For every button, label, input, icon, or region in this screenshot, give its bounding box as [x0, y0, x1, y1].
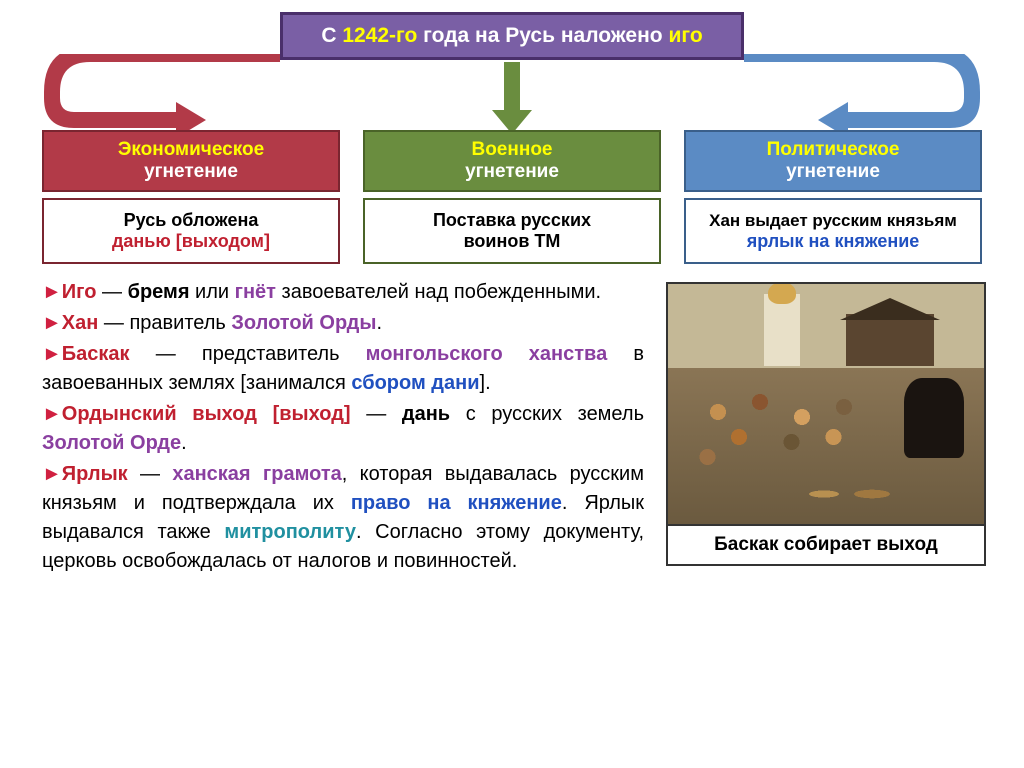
ch2-l2: угнетение: [465, 161, 559, 183]
def-2-part-4: сбором дани: [351, 372, 479, 394]
ch2-l1: Военное: [471, 139, 552, 161]
ch1-l2: угнетение: [144, 161, 238, 183]
def-0: ►Иго — бремя или гнёт завоевателей над п…: [42, 278, 644, 307]
banner-t4: иго: [668, 24, 702, 47]
def-2-part-2: монгольского ханства: [366, 343, 608, 365]
def-4-part-2: ханская грамота: [172, 463, 341, 485]
arrows-svg: [0, 54, 1024, 134]
def-4-part-6: митрополиту: [224, 521, 356, 543]
def-2-part-0: Баскак: [62, 343, 130, 365]
cb3-t1: Хан выдает русским князьям: [709, 211, 957, 231]
bullet-icon: ►: [42, 312, 62, 334]
col-head-economic: Экономическое угнетение: [42, 130, 340, 192]
arrow-mid: [492, 62, 532, 134]
arrow-left: [44, 54, 280, 134]
figure-block: Баскак собирает выход: [666, 282, 986, 566]
def-0-part-0: Иго: [62, 281, 97, 303]
def-3-part-4: Золотой Орде: [42, 432, 181, 454]
cb3-hl: ярлык на княжение: [747, 231, 920, 252]
def-4-part-1: —: [128, 463, 173, 485]
def-3-part-2: дань: [402, 403, 450, 425]
def-0-part-4: гнёт: [235, 281, 276, 303]
fig-horse: [904, 378, 964, 458]
col-head-political: Политическое угнетение: [684, 130, 982, 192]
column-economic: Экономическое угнетение Русь обложена да…: [42, 130, 340, 264]
bullet-icon: ►: [42, 343, 62, 365]
ch3-l2: угнетение: [786, 161, 880, 183]
def-1-part-2: Золотой Орды: [231, 312, 376, 334]
cb1-hl: данью [выходом]: [112, 231, 270, 252]
col-body-political: Хан выдает русским князьям ярлык на княж…: [684, 198, 982, 264]
def-4-part-0: Ярлык: [62, 463, 128, 485]
def-3-part-1: —: [351, 403, 402, 425]
def-1-part-3: .: [376, 312, 382, 334]
def-3: ►Ордынский выход [выход] — дань с русски…: [42, 400, 644, 458]
def-2-part-5: ].: [480, 372, 491, 394]
fig-goods: [788, 474, 908, 514]
column-political: Политическое угнетение Хан выдает русски…: [684, 130, 982, 264]
banner-t2: 1242-го: [342, 24, 417, 47]
ch3-l1: Политическое: [767, 139, 900, 161]
cb2-t1: Поставка русских: [433, 210, 591, 231]
def-0-part-3: или: [190, 281, 235, 303]
col-body-economic: Русь обложена данью [выходом]: [42, 198, 340, 264]
def-3-part-0: Ордынский выход [выход]: [62, 403, 351, 425]
def-1: ►Хан — правитель Золотой Орды.: [42, 309, 644, 338]
def-3-part-5: .: [181, 432, 187, 454]
col-head-military: Военное угнетение: [363, 130, 661, 192]
arrow-right: [744, 54, 980, 134]
def-1-part-0: Хан: [62, 312, 99, 334]
banner-t3: года на Русь наложено: [417, 24, 668, 47]
figure-caption: Баскак собирает выход: [666, 526, 986, 566]
def-4: ►Ярлык — ханская грамота, которая выдава…: [42, 460, 644, 576]
def-0-part-5: завоевателей над побежденными.: [276, 281, 601, 303]
def-4-part-4: право на княжение: [351, 492, 562, 514]
ch1-l1: Экономическое: [118, 139, 264, 161]
column-military: Военное угнетение Поставка русских воино…: [363, 130, 661, 264]
col-body-military: Поставка русских воинов ТМ: [363, 198, 661, 264]
fig-crowd: [676, 382, 886, 482]
fig-church: [764, 294, 800, 366]
def-3-part-3: с русских земель: [450, 403, 644, 425]
main-banner: С 1242-го года на Русь наложено иго: [280, 12, 744, 60]
bullet-icon: ►: [42, 281, 62, 303]
fig-house: [846, 314, 934, 366]
figure-image: [666, 282, 986, 526]
def-0-part-2: бремя: [128, 281, 190, 303]
def-1-part-1: — правитель: [98, 312, 231, 334]
fig-dome: [768, 282, 796, 304]
def-2-part-1: — представитель: [130, 343, 366, 365]
definitions-block: ►Иго — бремя или гнёт завоевателей над п…: [42, 278, 644, 578]
def-0-part-1: —: [96, 281, 127, 303]
cb1-t1: Русь обложена: [124, 210, 259, 231]
cb2-t2: воинов ТМ: [464, 231, 561, 252]
bullet-icon: ►: [42, 403, 62, 425]
bullet-icon: ►: [42, 463, 62, 485]
banner-t1: С: [321, 24, 342, 47]
fig-roof: [840, 298, 940, 320]
def-2: ►Баскак — представитель монгольского хан…: [42, 340, 644, 398]
